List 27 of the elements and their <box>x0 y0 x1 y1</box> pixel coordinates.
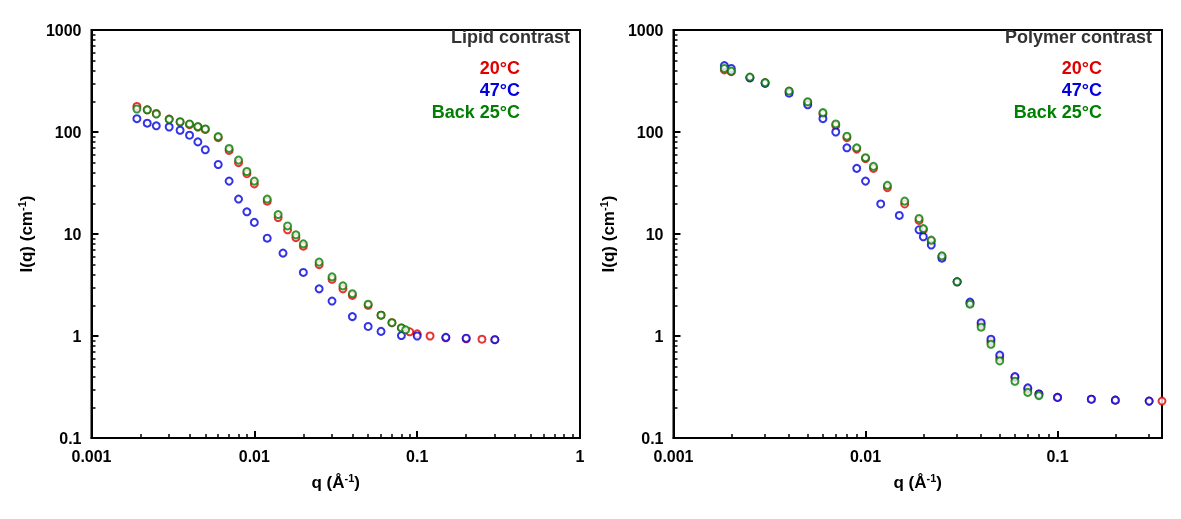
y-tick-label: 0.1 <box>641 429 664 447</box>
y-tick-label: 0.1 <box>59 429 82 447</box>
x-tick-label: 0.001 <box>71 447 112 465</box>
x-tick-label: 0.01 <box>849 447 882 465</box>
x-tick-label: 0.1 <box>406 447 429 465</box>
y-tick-label: 10 <box>645 225 664 243</box>
y-tick-label: 100 <box>636 123 664 141</box>
text: Back 25°C <box>1013 102 1102 122</box>
text: 47°C <box>479 80 520 100</box>
y-tick-label: 10 <box>63 225 82 243</box>
x-tick-label: 1 <box>575 447 585 465</box>
y-tick-label: 1000 <box>627 21 664 39</box>
text: 20°C <box>479 58 520 78</box>
x-tick-label: 0.001 <box>653 447 694 465</box>
text: 20°C <box>1061 58 1102 78</box>
text: Back 25°C <box>431 102 520 122</box>
x-tick-label: 0.1 <box>1046 447 1069 465</box>
text: 47°C <box>1061 80 1102 100</box>
y-tick-label: 1000 <box>45 21 82 39</box>
y-tick-label: 1 <box>654 327 664 345</box>
x-tick-label: 0.01 <box>238 447 270 465</box>
legend-title: Polymer contrast <box>1004 27 1153 47</box>
y-tick-label: 100 <box>54 123 82 141</box>
y-axis-title: I(q) (cm-1) <box>15 195 36 273</box>
legend-title: Lipid contrast <box>451 27 571 47</box>
y-tick-label: 1 <box>72 327 82 345</box>
y-axis-title: I(q) (cm-1) <box>597 195 618 273</box>
